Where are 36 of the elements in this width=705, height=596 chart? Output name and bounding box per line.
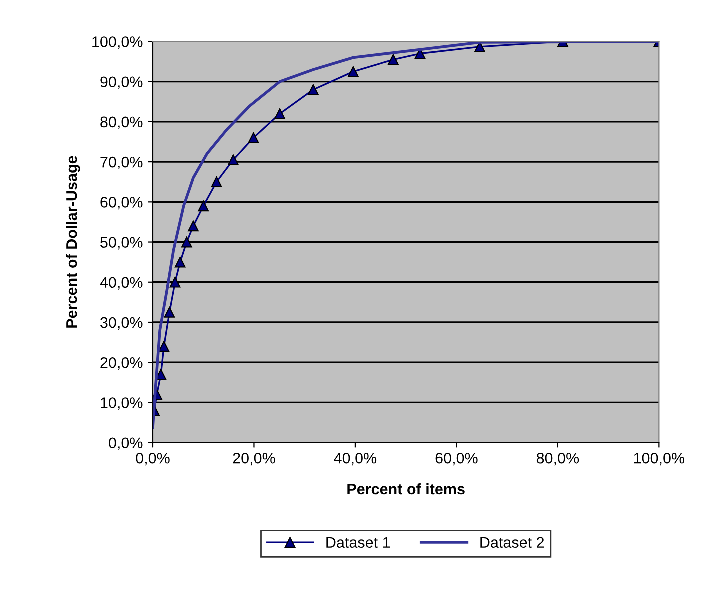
x-tick-label: 80,0%: [536, 452, 580, 466]
point: [211, 176, 222, 188]
y-tick-label: 30,0%: [100, 317, 143, 330]
x-axis-title: Percent of items: [348, 483, 465, 495]
point: [170, 276, 181, 288]
x-tick-label: 100,0%: [634, 452, 685, 466]
point: [174, 256, 186, 268]
y-tick-label: 100,0%: [92, 36, 143, 50]
point: [308, 84, 319, 96]
point: [181, 236, 192, 248]
x-tick-label: 60,0%: [436, 452, 478, 466]
point: [228, 154, 239, 166]
y-tick-label: 0,0%: [109, 438, 143, 450]
y-tick-label: 70,0%: [100, 156, 143, 170]
y-tick-label: 10,0%: [101, 398, 143, 410]
point: [414, 48, 426, 60]
point: [164, 307, 176, 318]
point: [348, 66, 359, 78]
legend-label: Dataset 1: [326, 537, 390, 548]
y-axis-title: Percent of Dollar-Usage: [66, 156, 80, 328]
point: [274, 108, 286, 120]
y-tick-label: 50,0%: [100, 237, 143, 250]
x-tick-label: 0,0%: [136, 452, 170, 466]
point: [158, 341, 170, 352]
y-tick-label: 40,0%: [100, 277, 143, 290]
x-tick-label: 40,0%: [334, 452, 377, 466]
point: [198, 200, 210, 212]
x-tick-label: 20,0%: [233, 452, 276, 466]
y-tick-label: 60,0%: [100, 197, 143, 210]
legend-label: Dataset 2: [480, 537, 544, 548]
point: [388, 54, 399, 66]
y-tick-label: 80,0%: [100, 116, 143, 130]
point: [188, 220, 199, 232]
point: [248, 132, 260, 144]
y-tick-label: 20,0%: [100, 357, 143, 370]
y-tick-label: 90,0%: [100, 76, 143, 90]
